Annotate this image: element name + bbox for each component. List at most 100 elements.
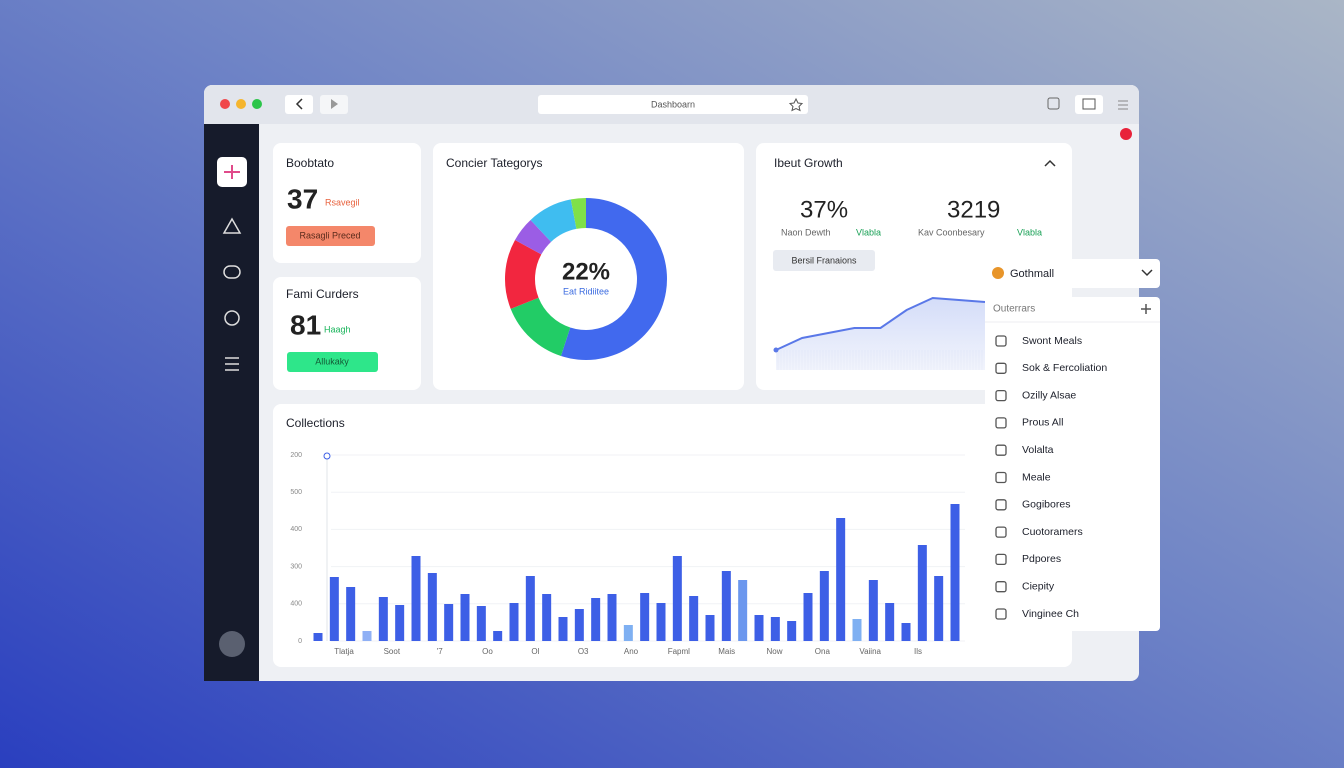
nav-icon-list[interactable] <box>225 357 239 371</box>
collapse-icon[interactable] <box>1044 159 1056 167</box>
tabs-button[interactable] <box>1075 95 1103 114</box>
close-dot[interactable] <box>220 99 230 109</box>
avatar[interactable] <box>219 631 245 657</box>
bar <box>656 603 666 641</box>
list-items: Swont Meals Sok & Fercoliation Ozilly Alsa… <box>995 335 1107 620</box>
list-header: Outerrars <box>993 304 1035 315</box>
card-title: Fami Curders <box>286 287 359 301</box>
item-icon <box>995 608 1007 620</box>
x-tick-label: Ils <box>914 647 922 656</box>
list-item[interactable]: Vinginee Ch <box>1022 608 1079 620</box>
x-tick-label: O3 <box>578 647 589 656</box>
item-icon <box>995 581 1007 593</box>
extension-icon[interactable] <box>1047 97 1060 110</box>
bar <box>836 518 846 641</box>
growth-line <box>775 296 986 351</box>
stat-label: Naon Dewth <box>781 227 831 237</box>
dropdown-list <box>985 297 1160 631</box>
card-button[interactable] <box>287 352 378 372</box>
bar <box>329 577 339 641</box>
stat-tag: Vlabla <box>856 227 881 237</box>
nav-icon-chat[interactable] <box>223 265 241 279</box>
bar-chart: 200 500 400 300 400 0 Tlatja Soot '7 Oo Ol O3 Ano Fap… <box>290 452 965 656</box>
tabs-icon <box>1082 98 1096 110</box>
card-note: Haagh <box>324 324 351 334</box>
item-icon <box>995 335 1007 347</box>
list-item[interactable]: Ciepity <box>1022 580 1055 592</box>
list-item[interactable]: Sok & Fercoliation <box>1022 362 1107 374</box>
y-tick-label: 0 <box>298 638 302 645</box>
nav-icon-home[interactable] <box>222 217 242 234</box>
back-button[interactable] <box>285 95 313 114</box>
logo-mark <box>224 165 240 179</box>
bar <box>787 621 797 641</box>
bar <box>917 545 927 641</box>
growth-button-label: Bersil Franaions <box>791 255 857 265</box>
item-icon <box>995 526 1007 538</box>
bar <box>738 580 748 641</box>
donut <box>505 198 667 360</box>
bar <box>460 594 470 641</box>
card-value: 81 <box>290 309 321 340</box>
bookmark-icon[interactable] <box>788 97 804 112</box>
x-tick-label: Ona <box>815 647 831 656</box>
bar <box>525 576 535 641</box>
bar <box>672 556 682 641</box>
stat-label: Kav Coonbesary <box>918 227 985 237</box>
y-tick-label: 400 <box>290 526 302 533</box>
bar <box>689 596 699 641</box>
list-item[interactable]: Ozilly Alsae <box>1022 389 1076 401</box>
donut-segment <box>505 239 542 309</box>
list-item[interactable]: Pdpores <box>1022 553 1061 565</box>
growth-button[interactable] <box>773 250 875 271</box>
list-item[interactable]: Gogibores <box>1022 499 1070 511</box>
bar <box>868 580 878 641</box>
donut-segment <box>560 198 667 360</box>
bar <box>885 603 895 641</box>
minimize-dot[interactable] <box>236 99 246 109</box>
list-item[interactable]: Cuotoramers <box>1022 526 1083 538</box>
bar <box>574 609 584 641</box>
card-value: 37 <box>287 183 318 214</box>
list-item[interactable]: Prous All <box>1022 417 1063 429</box>
address-text: Dashboarn <box>651 99 695 109</box>
x-tick-label: Vaiina <box>859 647 881 656</box>
bar <box>395 605 405 641</box>
stat-value: 37% <box>800 196 848 223</box>
bar <box>558 617 568 641</box>
bar <box>934 576 944 641</box>
bar <box>640 593 650 641</box>
axis-handle[interactable] <box>323 452 331 460</box>
list-item[interactable]: Swont Meals <box>1022 335 1082 347</box>
bar <box>852 619 862 641</box>
donut-segment <box>570 198 586 229</box>
zoom-dot[interactable] <box>252 99 262 109</box>
bar <box>819 571 829 641</box>
y-tick-label: 500 <box>290 489 302 496</box>
list-item[interactable]: Volalta <box>1022 444 1054 456</box>
y-tick-label: 400 <box>290 601 302 608</box>
card-button[interactable] <box>286 226 375 246</box>
bar <box>623 625 633 641</box>
bar <box>427 573 437 641</box>
list-item[interactable]: Meale <box>1022 471 1051 483</box>
bar <box>346 587 356 641</box>
card-button-label: Allukaky <box>315 356 349 366</box>
growth-area <box>776 298 985 370</box>
x-tick-label: Oo <box>482 647 493 656</box>
forward-icon <box>331 99 338 109</box>
address-bar[interactable] <box>538 95 808 114</box>
menu-icon[interactable] <box>1118 100 1128 110</box>
bar <box>476 606 486 641</box>
add-icon[interactable] <box>1141 304 1151 314</box>
dropdown[interactable] <box>985 259 1160 288</box>
donut-segment <box>530 199 577 242</box>
notification-badge[interactable] <box>1120 128 1132 140</box>
donut-segment <box>515 219 552 255</box>
growth-start <box>773 347 779 353</box>
dropdown-icon <box>992 267 1004 279</box>
nav-icon-settings[interactable] <box>224 310 240 326</box>
donut-title: Concier Tategorys <box>446 156 543 170</box>
